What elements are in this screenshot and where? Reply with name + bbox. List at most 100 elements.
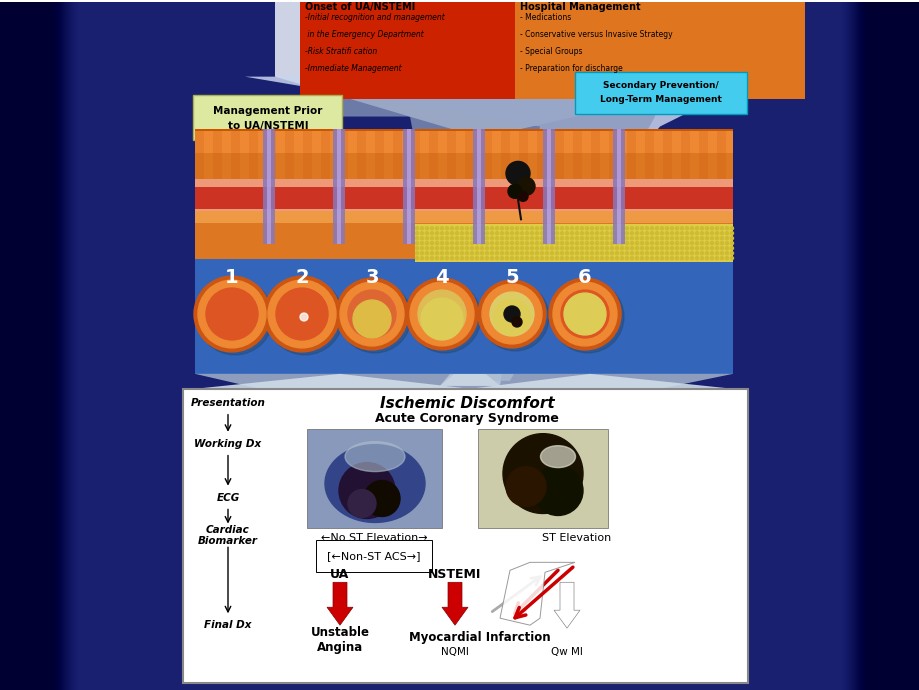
Bar	[878, 2, 919, 690]
Circle shape	[730, 252, 732, 255]
Circle shape	[670, 257, 673, 259]
Circle shape	[685, 257, 687, 259]
Circle shape	[197, 279, 273, 355]
Bar	[895, 2, 919, 690]
Bar	[573, 132, 582, 239]
Circle shape	[490, 241, 493, 245]
Circle shape	[709, 257, 713, 259]
Circle shape	[460, 237, 463, 239]
Circle shape	[560, 237, 562, 239]
Bar	[861, 2, 919, 690]
Circle shape	[465, 247, 468, 250]
Circle shape	[565, 252, 568, 255]
Ellipse shape	[345, 442, 404, 471]
Bar	[195, 211, 732, 224]
Circle shape	[709, 232, 713, 235]
Circle shape	[580, 257, 583, 259]
Circle shape	[675, 257, 678, 259]
Circle shape	[500, 247, 503, 250]
Circle shape	[420, 227, 423, 230]
Circle shape	[635, 241, 638, 245]
Bar	[0, 2, 8, 690]
Bar	[860, 2, 919, 690]
Circle shape	[584, 227, 588, 230]
Bar	[0, 2, 36, 690]
Circle shape	[445, 257, 448, 259]
Circle shape	[685, 232, 687, 235]
Circle shape	[475, 241, 478, 245]
Circle shape	[705, 237, 708, 239]
Bar	[0, 2, 33, 690]
Bar	[844, 2, 919, 690]
Circle shape	[505, 161, 529, 186]
Circle shape	[699, 232, 703, 235]
Bar	[882, 2, 919, 690]
Circle shape	[485, 247, 488, 250]
Circle shape	[435, 241, 438, 245]
Circle shape	[425, 227, 428, 230]
Circle shape	[445, 232, 448, 235]
Bar	[542, 130, 554, 244]
Circle shape	[720, 227, 722, 230]
Bar	[0, 2, 2, 690]
Bar	[905, 2, 919, 690]
Circle shape	[545, 227, 548, 230]
Bar	[627, 132, 635, 239]
Circle shape	[482, 284, 541, 344]
Circle shape	[515, 247, 518, 250]
Circle shape	[675, 252, 678, 255]
Circle shape	[705, 227, 708, 230]
Circle shape	[625, 241, 628, 245]
Circle shape	[415, 252, 418, 255]
Bar	[554, 132, 563, 239]
Circle shape	[440, 257, 443, 259]
Bar	[213, 132, 221, 239]
Bar	[894, 2, 919, 690]
Bar	[195, 132, 732, 153]
Circle shape	[430, 227, 433, 230]
Circle shape	[550, 241, 553, 245]
Circle shape	[630, 227, 633, 230]
Circle shape	[715, 232, 718, 235]
Circle shape	[515, 241, 518, 245]
Circle shape	[485, 232, 488, 235]
Circle shape	[619, 252, 623, 255]
Circle shape	[517, 191, 528, 201]
Bar	[855, 2, 919, 690]
Bar	[321, 132, 330, 239]
Circle shape	[570, 232, 573, 235]
Bar	[357, 132, 366, 239]
Bar	[0, 2, 7, 690]
Circle shape	[480, 252, 483, 255]
Bar	[428, 132, 437, 239]
Bar	[900, 2, 919, 690]
Bar	[857, 2, 919, 690]
Circle shape	[495, 227, 498, 230]
Circle shape	[619, 257, 623, 259]
Circle shape	[720, 252, 722, 255]
Circle shape	[654, 241, 658, 245]
Bar	[0, 2, 35, 690]
Bar	[862, 2, 919, 690]
Circle shape	[584, 241, 588, 245]
Circle shape	[465, 252, 468, 255]
Circle shape	[485, 252, 488, 255]
Circle shape	[720, 241, 722, 245]
Bar	[0, 2, 30, 690]
Circle shape	[500, 237, 503, 239]
Bar	[0, 2, 5, 690]
Bar	[911, 2, 919, 690]
Circle shape	[460, 227, 463, 230]
Circle shape	[503, 434, 583, 513]
Circle shape	[625, 237, 628, 239]
Circle shape	[440, 247, 443, 250]
Circle shape	[455, 252, 458, 255]
Circle shape	[715, 237, 718, 239]
Circle shape	[565, 232, 568, 235]
Bar	[0, 2, 56, 690]
Circle shape	[540, 232, 543, 235]
Circle shape	[490, 292, 533, 336]
Circle shape	[555, 247, 558, 250]
Circle shape	[690, 257, 693, 259]
Text: in the Emergency Department: in the Emergency Department	[305, 30, 424, 39]
